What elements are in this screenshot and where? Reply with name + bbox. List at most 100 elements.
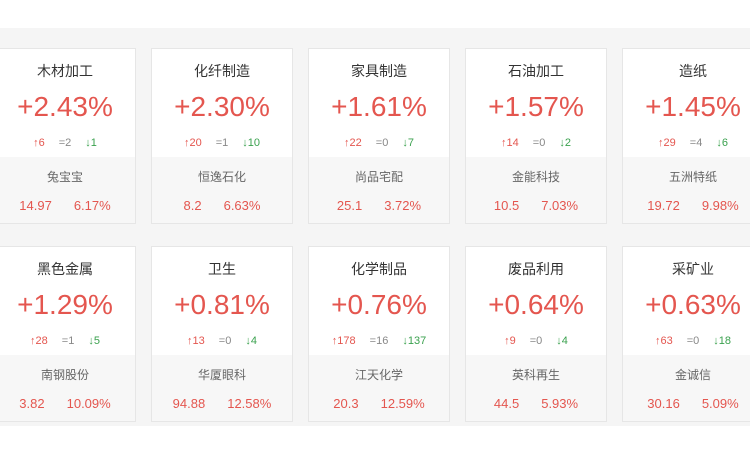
falling-count: ↓18 bbox=[713, 335, 732, 347]
sector-change-percent: +0.63% bbox=[645, 289, 741, 320]
leading-stock-change: 9.98% bbox=[701, 198, 739, 213]
falling-count: ↓137 bbox=[402, 335, 427, 347]
sector-breadth: ↑9 =0 ↓4 bbox=[466, 335, 606, 347]
leading-stock: 金诚信 30.16 5.09% bbox=[623, 355, 750, 421]
falling-count: ↓7 bbox=[402, 137, 414, 149]
sector-card-wood-processing[interactable]: 木材加工 +2.43% ↑6 =2 ↓1 兔宝宝 14.97 6.17% bbox=[0, 48, 136, 224]
leading-stock: 兔宝宝 14.97 6.17% bbox=[0, 157, 135, 223]
sector-card-waste-recycling[interactable]: 废品利用 +0.64% ↑9 =0 ↓4 英科再生 44.5 5.93% bbox=[465, 246, 607, 422]
leading-stock-name[interactable]: 江天化学 bbox=[354, 368, 403, 382]
sector-change-percent: +1.45% bbox=[645, 91, 741, 122]
sector-change-percent: +0.81% bbox=[174, 289, 270, 320]
flat-count: =1 bbox=[61, 335, 75, 347]
leading-stock-change: 5.93% bbox=[541, 396, 579, 411]
sector-breadth: ↑63 =0 ↓18 bbox=[623, 335, 750, 347]
leading-stock-price: 19.72 bbox=[647, 198, 680, 213]
leading-stock-price: 8.2 bbox=[183, 198, 202, 213]
leading-stock-change: 7.03% bbox=[541, 198, 579, 213]
flat-count: =0 bbox=[218, 335, 232, 347]
sector-panel: 木材加工 +2.43% ↑6 =2 ↓1 兔宝宝 14.97 6.17% 化纤制… bbox=[0, 28, 750, 426]
sector-change-percent: +0.64% bbox=[488, 289, 584, 320]
leading-stock-price: 94.88 bbox=[172, 396, 206, 411]
sector-name: 化纤制造 bbox=[194, 64, 250, 80]
leading-stock-change: 10.09% bbox=[66, 396, 111, 411]
rising-count: ↑14 bbox=[501, 137, 519, 149]
rising-count: ↑28 bbox=[30, 335, 48, 347]
leading-stock-name[interactable]: 英科再生 bbox=[511, 368, 560, 382]
sector-change-percent: +1.29% bbox=[17, 289, 113, 320]
leading-stock-name[interactable]: 华厦眼科 bbox=[197, 368, 246, 382]
rising-count: ↑9 bbox=[504, 335, 516, 347]
leading-stock-name[interactable]: 金诚信 bbox=[674, 368, 711, 382]
sector-name: 废品利用 bbox=[508, 262, 564, 278]
sector-card-chemical-fiber[interactable]: 化纤制造 +2.30% ↑20 =1 ↓10 恒逸石化 8.2 6.63% bbox=[151, 48, 293, 224]
sector-change-percent: +1.61% bbox=[331, 91, 427, 122]
leading-stock-name[interactable]: 尚品宅配 bbox=[354, 170, 403, 184]
falling-count: ↓6 bbox=[716, 137, 728, 149]
leading-stock-price: 20.3 bbox=[333, 396, 359, 411]
leading-stock-name[interactable]: 兔宝宝 bbox=[46, 170, 83, 184]
flat-count: =0 bbox=[686, 335, 700, 347]
rising-count: ↑20 bbox=[183, 137, 202, 149]
leading-stock-price: 14.97 bbox=[19, 198, 52, 213]
falling-count: ↓5 bbox=[88, 335, 100, 347]
sector-card-mining[interactable]: 采矿业 +0.63% ↑63 =0 ↓18 金诚信 30.16 5.09% bbox=[622, 246, 750, 422]
leading-stock-price: 30.16 bbox=[647, 396, 680, 411]
leading-stock-price: 25.1 bbox=[336, 198, 363, 213]
leading-stock-change: 5.09% bbox=[701, 396, 739, 411]
sector-breadth: ↑14 =0 ↓2 bbox=[466, 137, 606, 149]
leading-stock-change: 12.58% bbox=[227, 396, 272, 411]
sector-card-furniture[interactable]: 家具制造 +1.61% ↑22 =0 ↓7 尚品宅配 25.1 3.72% bbox=[308, 48, 450, 224]
flat-count: =0 bbox=[532, 137, 546, 149]
flat-count: =16 bbox=[369, 335, 389, 347]
rising-count: ↑63 bbox=[654, 335, 673, 347]
flat-count: =2 bbox=[58, 137, 72, 149]
rising-count: ↑6 bbox=[33, 137, 45, 149]
leading-stock-name[interactable]: 南钢股份 bbox=[40, 368, 89, 382]
falling-count: ↓2 bbox=[559, 137, 571, 149]
sector-change-percent: +0.76% bbox=[331, 289, 427, 320]
sector-change-percent: +1.57% bbox=[488, 91, 584, 122]
falling-count: ↓1 bbox=[85, 137, 97, 149]
falling-count: ↓10 bbox=[242, 137, 261, 149]
sector-name: 木材加工 bbox=[37, 64, 93, 80]
falling-count: ↓4 bbox=[245, 335, 257, 347]
flat-count: =4 bbox=[689, 137, 703, 149]
leading-stock: 金能科技 10.5 7.03% bbox=[466, 157, 606, 223]
sector-name: 采矿业 bbox=[672, 262, 714, 278]
sector-breadth: ↑20 =1 ↓10 bbox=[152, 137, 292, 149]
leading-stock-price: 44.5 bbox=[493, 396, 520, 411]
leading-stock: 五洲特纸 19.72 9.98% bbox=[623, 157, 750, 223]
sector-name: 造纸 bbox=[679, 64, 707, 80]
sector-name: 黑色金属 bbox=[37, 262, 93, 278]
sector-card-health[interactable]: 卫生 +0.81% ↑13 =0 ↓4 华厦眼科 94.88 12.58% bbox=[151, 246, 293, 422]
sector-breadth: ↑29 =4 ↓6 bbox=[623, 137, 750, 149]
rising-count: ↑29 bbox=[658, 137, 676, 149]
leading-stock: 英科再生 44.5 5.93% bbox=[466, 355, 606, 421]
sector-breadth: ↑22 =0 ↓7 bbox=[309, 137, 449, 149]
rising-count: ↑22 bbox=[344, 137, 362, 149]
flat-count: =0 bbox=[529, 335, 543, 347]
leading-stock-name[interactable]: 五洲特纸 bbox=[668, 170, 717, 184]
sector-breadth: ↑28 =1 ↓5 bbox=[0, 335, 135, 347]
sector-name: 石油加工 bbox=[508, 64, 564, 80]
sector-breadth: ↑13 =0 ↓4 bbox=[152, 335, 292, 347]
sector-card-paper[interactable]: 造纸 +1.45% ↑29 =4 ↓6 五洲特纸 19.72 9.98% bbox=[622, 48, 750, 224]
sector-card-petroleum[interactable]: 石油加工 +1.57% ↑14 =0 ↓2 金能科技 10.5 7.03% bbox=[465, 48, 607, 224]
leading-stock-name[interactable]: 恒逸石化 bbox=[197, 170, 246, 184]
leading-stock-price: 3.82 bbox=[19, 396, 45, 411]
flat-count: =0 bbox=[375, 137, 389, 149]
sector-card-ferrous-metal[interactable]: 黑色金属 +1.29% ↑28 =1 ↓5 南钢股份 3.82 10.09% bbox=[0, 246, 136, 422]
leading-stock: 恒逸石化 8.2 6.63% bbox=[152, 157, 292, 223]
sector-name: 家具制造 bbox=[351, 64, 407, 80]
rising-count: ↑13 bbox=[187, 335, 205, 347]
sector-name: 化学制品 bbox=[351, 262, 407, 278]
falling-count: ↓4 bbox=[556, 335, 568, 347]
sector-breadth: ↑178 =16 ↓137 bbox=[309, 335, 449, 347]
leading-stock-price: 10.5 bbox=[493, 198, 520, 213]
leading-stock-name[interactable]: 金能科技 bbox=[511, 170, 560, 184]
leading-stock-change: 3.72% bbox=[384, 198, 422, 213]
sector-change-percent: +2.43% bbox=[17, 91, 113, 122]
sector-card-chemical-products[interactable]: 化学制品 +0.76% ↑178 =16 ↓137 江天化学 20.3 12.5… bbox=[308, 246, 450, 422]
leading-stock: 江天化学 20.3 12.59% bbox=[309, 355, 449, 421]
